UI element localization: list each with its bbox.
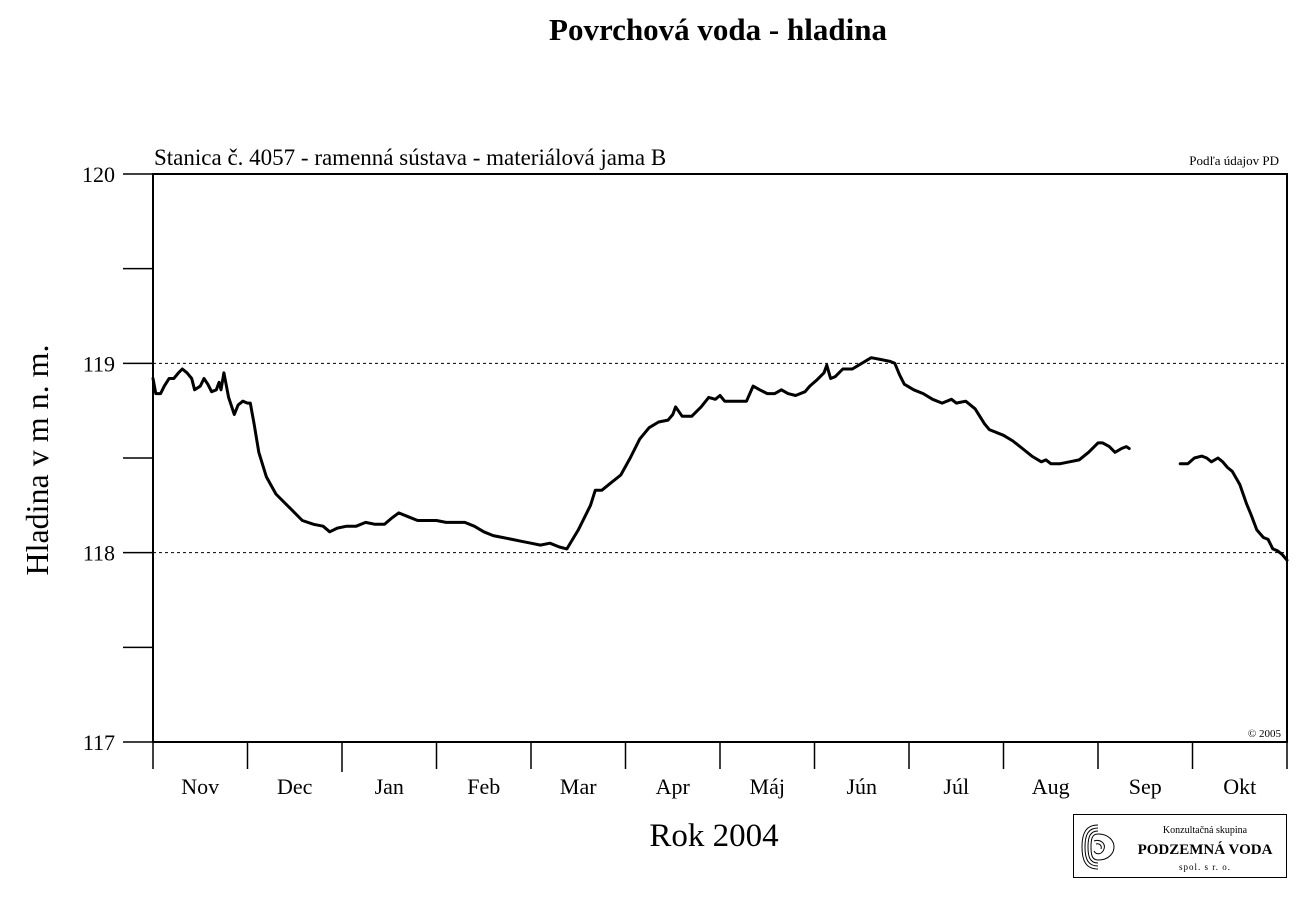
- logo-company-suffix: spol. s r. o.: [1178, 862, 1231, 872]
- logo-mark-icon: [1081, 824, 1115, 870]
- x-tick-label: Nov: [181, 774, 219, 799]
- x-axis-label: Rok 2004: [649, 818, 778, 854]
- x-tick-label: Jan: [375, 774, 404, 799]
- x-tick-label: Jún: [846, 774, 877, 799]
- series-line: [151, 356, 1131, 551]
- y-tick-label: 117: [83, 730, 115, 755]
- x-tick-label: Okt: [1223, 774, 1256, 799]
- copyright-note: © 2005: [1248, 728, 1282, 740]
- chart-subtitle: Stanica č. 4057 - ramenná sústava - mate…: [154, 145, 666, 170]
- x-tick-label: Júl: [943, 774, 969, 799]
- page-title: Povrchová voda - hladina: [549, 12, 887, 47]
- x-tick-label: Mar: [560, 774, 597, 799]
- x-tick-label: Feb: [467, 774, 500, 799]
- y-tick-label: 119: [83, 351, 115, 376]
- y-tick-label: 118: [83, 541, 115, 566]
- x-tick-label: Aug: [1032, 774, 1070, 799]
- logo-tagline: Konzultačná skupina: [1162, 825, 1248, 836]
- logo-company-name: PODZEMNÁ VODA: [1137, 842, 1273, 858]
- series-line: [1178, 454, 1289, 562]
- y-tick-label: 120: [82, 162, 115, 187]
- x-tick-label: Sep: [1129, 774, 1162, 799]
- y-axis-label: Hladina v m n. m.: [19, 344, 55, 575]
- x-tick-label: Apr: [656, 774, 691, 799]
- x-tick-label: Dec: [277, 774, 313, 799]
- source-note: Podľa údajov PD: [1189, 153, 1279, 168]
- plot-frame: [152, 173, 1288, 743]
- x-tick-label: Máj: [750, 774, 785, 799]
- company-logo: Konzultačná skupina PODZEMNÁ VODA spol. …: [1073, 814, 1287, 878]
